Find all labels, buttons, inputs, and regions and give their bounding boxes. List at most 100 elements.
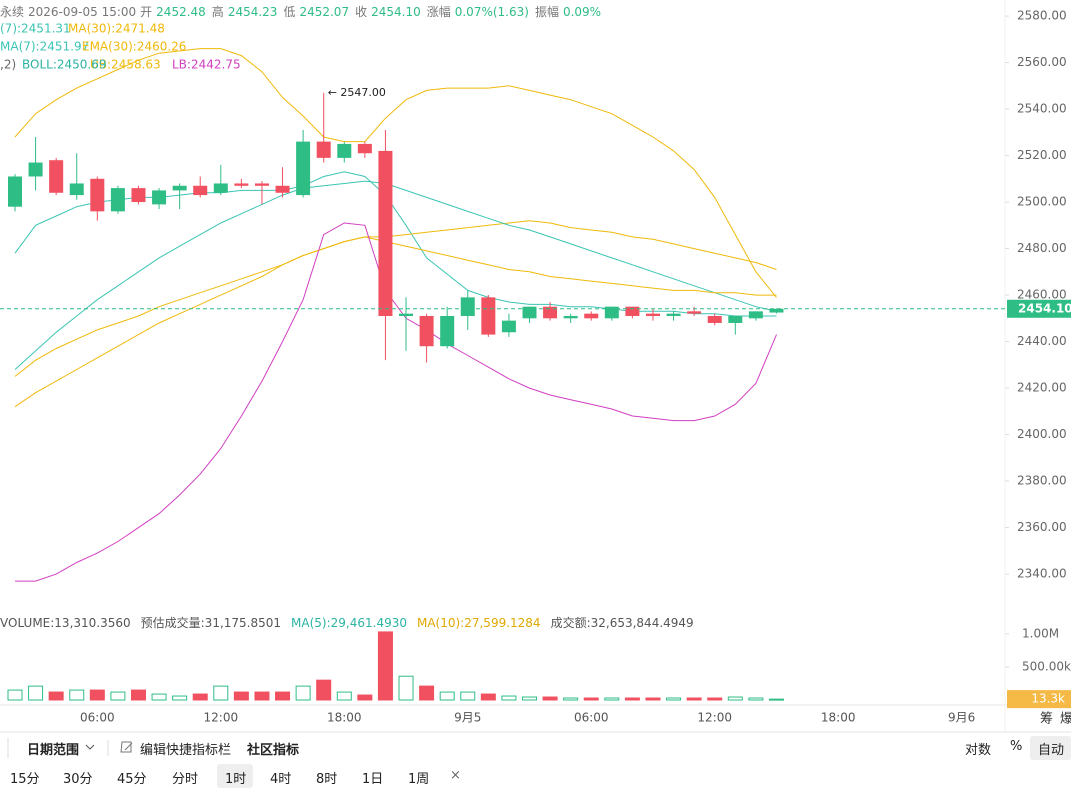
volume-bar <box>192 693 208 701</box>
x-tick-label: 9月5 <box>454 711 481 725</box>
side-tool[interactable]: 筹 <box>1040 711 1053 727</box>
field-label: 收 <box>355 5 368 19</box>
time: 2026-09-05 15:00 <box>28 5 137 19</box>
volume-bar <box>768 698 784 701</box>
candle-body <box>604 306 619 319</box>
field-label: 振幅 <box>534 5 559 19</box>
volume-bar <box>316 679 332 701</box>
close-button[interactable]: × <box>450 768 461 783</box>
candle-body <box>69 183 84 196</box>
volume-bar <box>419 685 435 701</box>
candle-body <box>90 178 105 212</box>
volume-legend-entry: 预估成交量:31,175.8501 <box>140 616 282 630</box>
interval[interactable]: 4时 <box>270 772 292 787</box>
active-scale-bg <box>1030 736 1071 760</box>
interval[interactable]: 1日 <box>362 772 384 787</box>
candle-body <box>440 315 455 347</box>
volume-bar <box>604 697 620 701</box>
scale-option[interactable]: % <box>1010 739 1023 754</box>
y-tick-label: 2440.00 <box>1017 334 1067 348</box>
volume-bar <box>748 697 764 701</box>
y-tick-label: 2420.00 <box>1017 381 1067 395</box>
volume-bar <box>666 697 682 701</box>
candle-body <box>213 183 228 193</box>
y-tick-label: 2580.00 <box>1017 9 1067 23</box>
x-tick-label: 06:00 <box>574 711 609 725</box>
indicator-line <box>14 48 777 298</box>
current-price-tag <box>1007 299 1071 318</box>
y-tick-label: 2480.00 <box>1017 241 1067 255</box>
active-interval-bg <box>217 764 253 788</box>
candle-body <box>543 306 558 319</box>
volume-bar <box>233 691 249 701</box>
y-tick-label: 2520.00 <box>1017 148 1067 162</box>
side-tool[interactable]: 爆 <box>1060 712 1071 727</box>
candle-body <box>501 320 516 333</box>
volume-bar <box>336 691 352 701</box>
volume-bar <box>254 691 270 701</box>
volume-bar <box>501 695 517 701</box>
x-tick-label: 9月6 <box>948 711 975 725</box>
candle-body <box>481 297 496 335</box>
legend-entry: UB:2458.63 <box>90 58 161 72</box>
volume-legend-entry: MA(5):29,461.4930 <box>291 616 407 630</box>
indicator-line <box>14 220 777 408</box>
indicator-line <box>14 180 777 370</box>
chevron-icon <box>85 744 95 750</box>
indicator-line <box>14 236 777 377</box>
volume-bar <box>583 697 599 701</box>
indicator-text: ,2) <box>0 58 16 72</box>
x-tick-label: 18:00 <box>821 711 856 725</box>
field-value: 2452.07 <box>299 5 350 19</box>
volume-bar <box>69 689 85 701</box>
y-tick-label: 2560.00 <box>1017 55 1067 69</box>
interval[interactable]: 1时 <box>225 772 247 787</box>
field-label: 低 <box>283 5 296 19</box>
volume-bar <box>439 691 455 701</box>
volume-bar <box>542 696 558 701</box>
candle-body <box>193 185 208 196</box>
candle-body <box>645 313 660 316</box>
interval[interactable]: 1周 <box>408 772 430 787</box>
candle-body <box>707 315 722 323</box>
candle-body <box>769 308 784 313</box>
symbol: 永续 <box>0 5 25 19</box>
candle-body <box>316 141 331 158</box>
current-price-label: 2454.10 <box>1018 301 1071 315</box>
interval[interactable]: 8时 <box>316 772 338 787</box>
candle-body <box>28 162 43 177</box>
y-tick-label: 2540.00 <box>1017 102 1067 116</box>
interval[interactable]: 45分 <box>117 772 147 787</box>
community-indicators[interactable]: 社区指标 <box>247 743 300 758</box>
x-tick-label: 12:00 <box>697 711 732 725</box>
volume-bar <box>707 697 723 701</box>
interval[interactable]: 30分 <box>63 772 93 787</box>
candle-body <box>8 176 22 207</box>
volume-tick-label: 500.00k <box>1022 659 1071 673</box>
candle-body <box>563 315 578 319</box>
candle-body <box>666 313 681 316</box>
legend-entry: LB:2442.75 <box>172 58 241 72</box>
annotation: ← 2547.00 <box>328 86 386 99</box>
volume-bar <box>28 685 44 701</box>
edit-indicators[interactable]: 编辑快捷指标栏 <box>140 743 232 758</box>
scale-option[interactable]: 自动 <box>1038 743 1065 758</box>
volume-bar <box>48 691 64 701</box>
x-tick-label: 12:00 <box>204 711 239 725</box>
candle-body <box>49 160 64 193</box>
interval[interactable]: 15分 <box>10 772 40 787</box>
date-range[interactable]: 日期范围 <box>27 743 80 758</box>
volume-bar <box>522 696 537 701</box>
candle-body <box>152 190 167 205</box>
interval[interactable]: 分时 <box>172 772 199 787</box>
volume-bar <box>460 691 476 701</box>
volume-tick-label: 1.00M <box>1022 626 1059 640</box>
candle-body <box>131 188 146 203</box>
scale-option[interactable]: 对数 <box>965 743 992 758</box>
volume-bar <box>110 691 126 701</box>
volume-bar <box>727 696 743 701</box>
volume-bar <box>624 697 640 701</box>
x-tick-label: 18:00 <box>327 711 362 725</box>
